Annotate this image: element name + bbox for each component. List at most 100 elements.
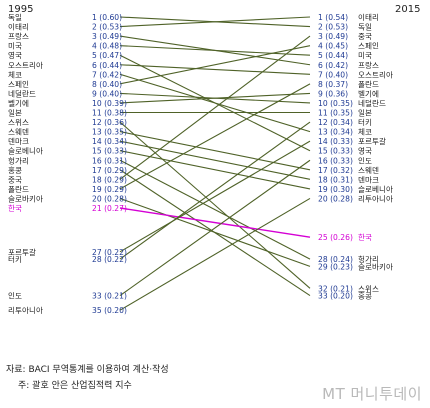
right-rank-value-3: 4 (0.45) <box>318 42 348 51</box>
slope-line-14 <box>119 150 311 190</box>
right-rank-value-21: 28 (0.24) <box>318 255 353 264</box>
left-rank-value-20: 21 (0.27) <box>92 204 127 213</box>
right-country-19: 리투아니아 <box>358 193 393 203</box>
right-country-1: 독일 <box>358 23 372 32</box>
right-country-16: 스웨덴 <box>358 166 379 175</box>
right-country-5: 프랑스 <box>358 61 379 70</box>
right-rank-value-6: 7 (0.40) <box>318 70 348 79</box>
right-country-11: 터키 <box>358 118 372 127</box>
left-rank-value-19: 20 (0.28) <box>92 194 127 203</box>
left-country-9: 벨기에 <box>8 98 29 108</box>
right-country-12: 체코 <box>358 127 372 137</box>
left-country-16: 홍콩 <box>8 165 22 175</box>
left-rank-value-3: 4 (0.48) <box>92 42 122 51</box>
slope-line-7 <box>119 45 311 85</box>
right-rank-value-12: 13 (0.34) <box>318 128 353 137</box>
slope-line-19 <box>119 197 311 267</box>
left-country-15: 헝가리 <box>8 156 29 165</box>
right-country-9: 네덜란드 <box>358 98 386 108</box>
left-rank-value-11: 12 (0.36) <box>92 118 127 127</box>
left-country-22: 터키 <box>8 255 22 264</box>
right-country-7: 폴란드 <box>358 79 379 89</box>
left-country-18: 폴란드 <box>8 184 29 194</box>
right-country-8: 벨기에 <box>358 88 379 98</box>
left-country-17: 중국 <box>8 175 22 184</box>
left-country-23: 인도 <box>8 291 22 301</box>
left-rank-value-9: 10 (0.39) <box>92 99 127 108</box>
slope-line-15 <box>119 159 311 260</box>
slope-line-17 <box>119 35 311 180</box>
left-rank-value-21: 27 (0.22) <box>92 248 127 257</box>
left-country-10: 일본 <box>8 109 22 118</box>
left-country-2: 프랑스 <box>8 32 29 41</box>
left-rank-value-24: 35 (0.20) <box>92 306 127 315</box>
left-rank-value-0: 1 (0.60) <box>92 13 122 22</box>
slope-line-1 <box>119 16 311 28</box>
watermark-logo: MT 머니투데이 <box>322 385 422 403</box>
right-country-21: 헝가리 <box>358 255 379 264</box>
left-rank-value-6: 7 (0.42) <box>92 70 122 79</box>
right-country-6: 오스트리아 <box>358 69 393 79</box>
right-country-0: 이태리 <box>358 12 379 22</box>
slope-line-13 <box>119 140 311 180</box>
right-rank-value-2: 3 (0.49) <box>318 32 348 41</box>
right-rank-value-16: 17 (0.32) <box>318 166 353 175</box>
left-country-24: 리투아니아 <box>8 305 43 315</box>
right-rank-value-22: 29 (0.23) <box>318 262 353 271</box>
slope-line-20 <box>119 207 311 238</box>
right-country-24: 홍콩 <box>358 291 372 301</box>
right-rank-value-17: 18 (0.31) <box>318 175 353 184</box>
right-rank-value-11: 12 (0.34) <box>318 118 353 127</box>
left-rank-value-12: 13 (0.35) <box>92 128 127 137</box>
right-rank-value-19: 20 (0.28) <box>318 194 353 203</box>
right-rank-value-1: 2 (0.53) <box>318 23 348 32</box>
right-rank-value-23: 32 (0.21) <box>318 284 353 293</box>
left-rank-value-13: 14 (0.34) <box>92 137 127 146</box>
right-rank-value-24: 33 (0.20) <box>318 292 353 301</box>
left-country-7: 스페인 <box>8 79 29 89</box>
slope-line-21 <box>119 140 311 253</box>
right-rank-value-0: 1 (0.54) <box>318 13 348 22</box>
left-country-1: 이태리 <box>8 22 29 32</box>
left-country-6: 체코 <box>8 69 22 79</box>
slope-line-18 <box>119 83 311 190</box>
left-country-8: 네덜란드 <box>8 88 36 98</box>
right-country-4: 미국 <box>358 51 372 60</box>
slope-line-3 <box>119 45 311 56</box>
footnote: 주: 괄호 안은 산업집적력 지수 <box>18 381 132 391</box>
right-country-18: 슬로베니아 <box>358 184 393 194</box>
slope-line-12 <box>119 131 311 171</box>
slope-line-9 <box>119 92 311 104</box>
left-rank-value-4: 5 (0.47) <box>92 51 122 60</box>
right-rank-value-18: 19 (0.30) <box>318 185 353 194</box>
left-rank-value-23: 33 (0.21) <box>92 292 127 301</box>
right-country-13: 포르투갈 <box>358 137 386 146</box>
right-country-15: 인도 <box>358 155 372 165</box>
left-rank-value-7: 8 (0.40) <box>92 80 122 89</box>
right-rank-value-8: 9 (0.36) <box>318 89 348 98</box>
right-rank-value-4: 5 (0.44) <box>318 51 348 60</box>
right-rank-value-13: 14 (0.33) <box>318 137 353 146</box>
left-rank-value-22: 28 (0.22) <box>92 255 127 264</box>
slope-line-11 <box>119 121 311 289</box>
year-label-right: 2015 <box>395 4 421 15</box>
right-rank-value-10: 11 (0.35) <box>318 109 353 118</box>
left-rank-value-18: 19 (0.29) <box>92 185 127 194</box>
left-rank-value-17: 18 (0.29) <box>92 175 127 184</box>
right-country-14: 영국 <box>358 146 372 156</box>
slope-line-22 <box>119 121 311 260</box>
source-note: 자료: BACI 무역통계를 이용하여 계산·작성 <box>6 365 169 375</box>
right-country-17: 덴마크 <box>358 175 379 184</box>
right-country-10: 일본 <box>358 109 372 118</box>
left-country-14: 슬로베니아 <box>8 146 43 156</box>
year-label-left: 1995 <box>8 4 34 15</box>
left-country-12: 스웨덴 <box>8 128 29 137</box>
right-country-3: 스페인 <box>358 41 379 51</box>
left-country-19: 슬로바키아 <box>8 193 43 203</box>
right-rank-value-14: 15 (0.33) <box>318 147 353 156</box>
right-rank-value-20: 25 (0.26) <box>318 233 353 242</box>
right-country-22: 슬로바키아 <box>358 261 393 271</box>
left-country-21: 포르투갈 <box>8 248 36 257</box>
left-country-11: 스위스 <box>8 118 29 127</box>
right-rank-value-5: 6 (0.42) <box>318 61 348 70</box>
